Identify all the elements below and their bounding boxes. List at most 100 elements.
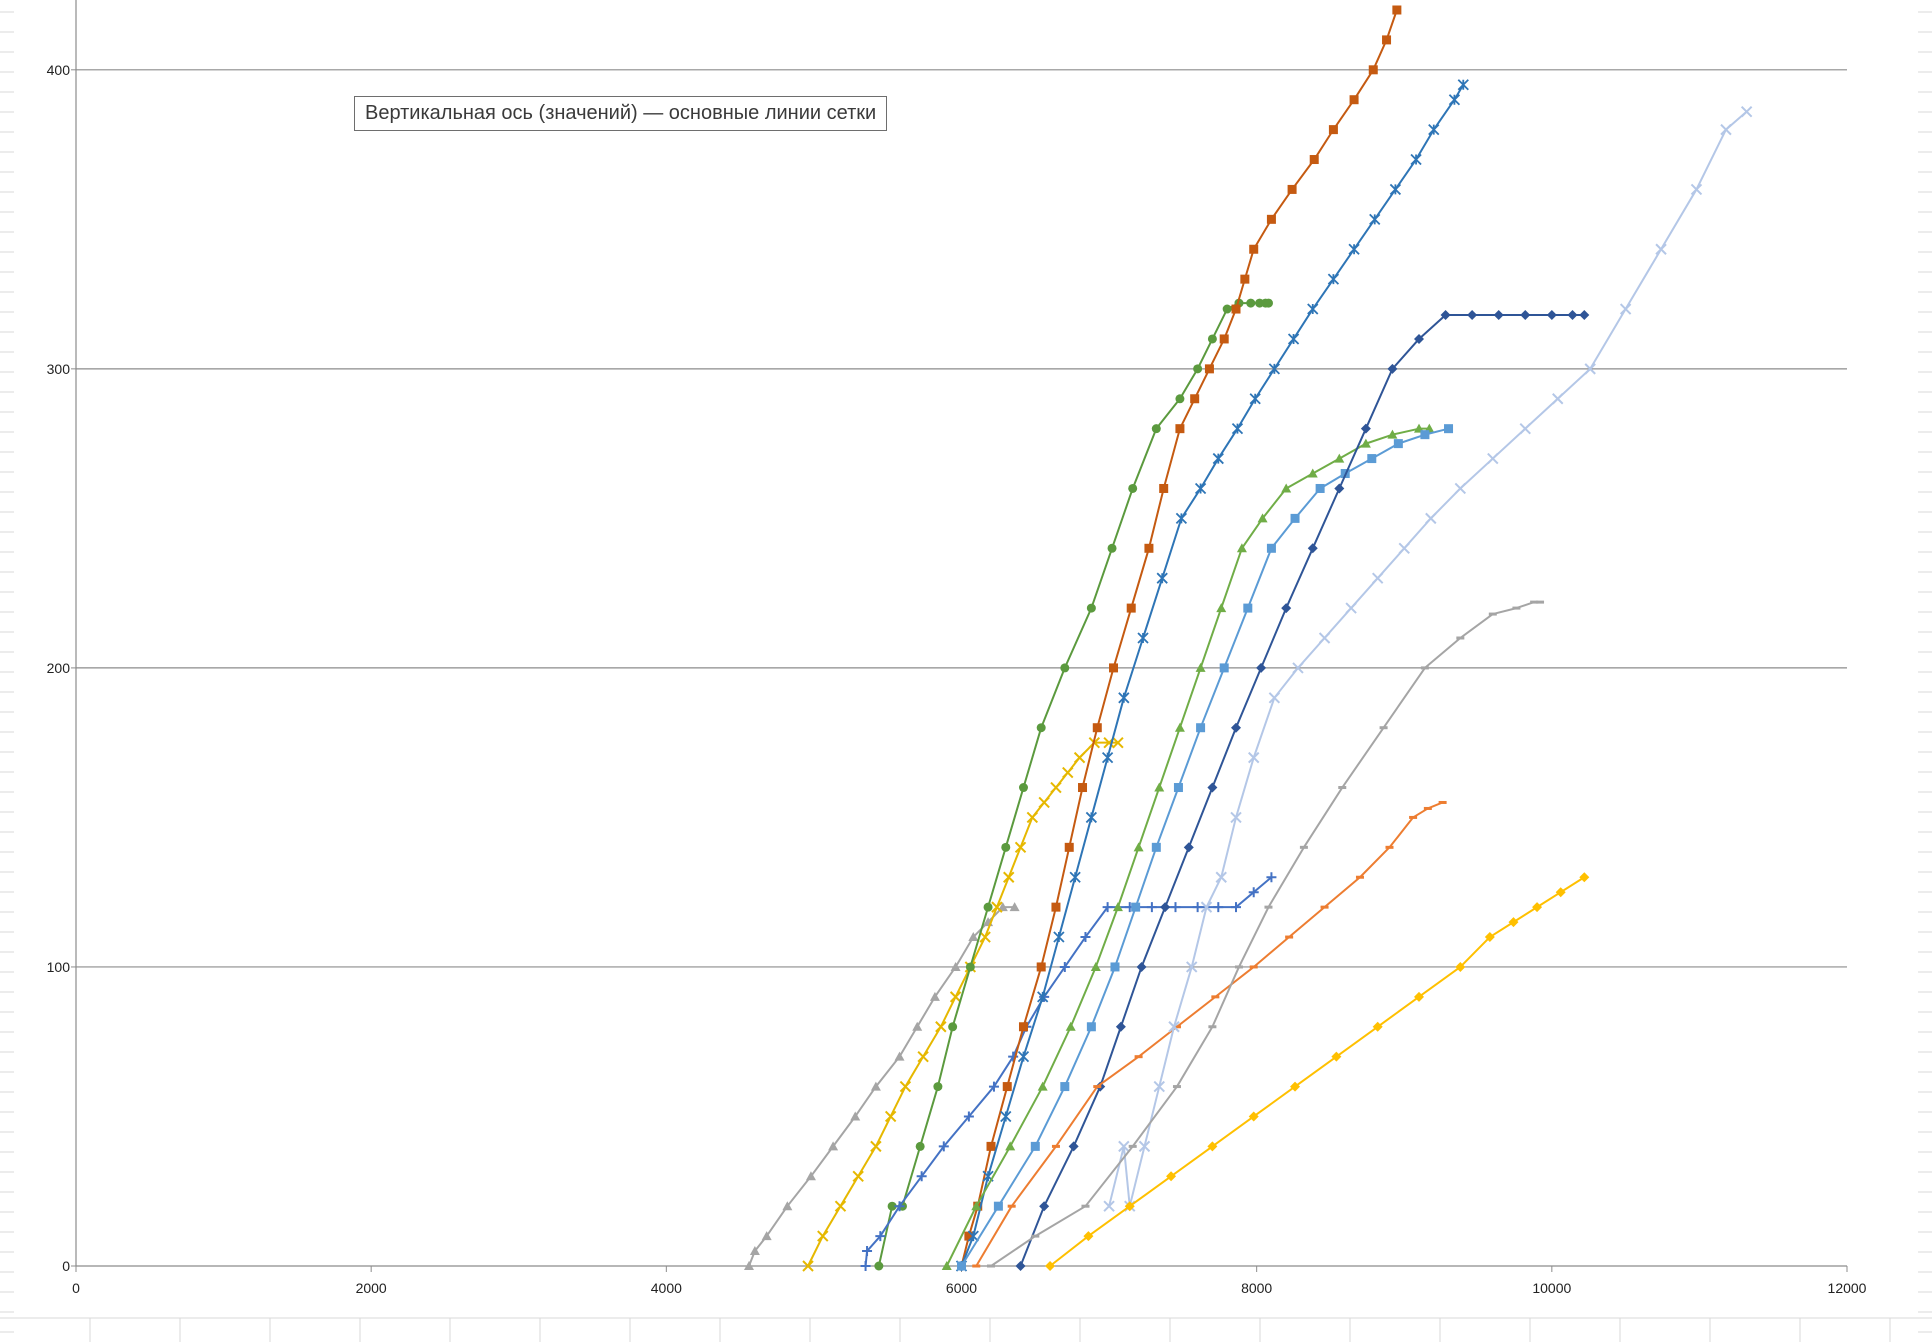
data-point xyxy=(1287,333,1300,345)
data-point xyxy=(1389,183,1402,196)
data-point xyxy=(1133,842,1144,852)
series-10 xyxy=(972,800,1447,1268)
data-point xyxy=(1690,183,1703,196)
data-point xyxy=(971,1201,982,1211)
data-point xyxy=(1222,304,1232,314)
data-point xyxy=(1519,422,1531,435)
data-point xyxy=(1050,781,1062,794)
data-point xyxy=(1083,1231,1094,1242)
data-point xyxy=(1328,125,1338,135)
data-point xyxy=(1455,961,1466,972)
data-point xyxy=(1231,304,1241,314)
data-point xyxy=(860,1261,871,1271)
series-6 xyxy=(955,79,1469,1272)
data-point xyxy=(1372,1021,1383,1032)
data-point xyxy=(1001,842,1011,852)
data-point xyxy=(1092,723,1102,733)
data-point xyxy=(1124,1201,1135,1212)
data-point xyxy=(1170,902,1181,913)
data-point xyxy=(1131,902,1141,912)
data-point xyxy=(805,1171,816,1181)
data-point xyxy=(917,1050,929,1063)
data-point xyxy=(949,991,962,1003)
series-line xyxy=(960,84,1465,1267)
data-point xyxy=(1008,1051,1019,1062)
tooltip-axis-name: Вертикальная ось (значений) xyxy=(365,102,638,124)
data-point xyxy=(1382,35,1392,45)
data-point xyxy=(1101,751,1114,764)
data-point xyxy=(1073,751,1086,764)
data-point xyxy=(1195,662,1206,672)
data-point xyxy=(1213,902,1224,913)
series-line xyxy=(1019,314,1585,1267)
y-tick-label: 200 xyxy=(47,660,71,676)
data-point xyxy=(1186,961,1198,973)
data-point xyxy=(1467,310,1478,321)
data-point xyxy=(1740,105,1753,118)
data-point xyxy=(1454,482,1467,495)
data-point xyxy=(1051,902,1061,912)
data-point xyxy=(1231,722,1242,733)
data-point xyxy=(1153,1080,1165,1093)
data-point xyxy=(1425,512,1437,525)
data-point xyxy=(1192,902,1203,913)
data-point xyxy=(1194,482,1207,495)
data-point xyxy=(1249,965,1258,969)
y-tick-label: 100 xyxy=(47,959,71,975)
data-point xyxy=(1085,811,1098,824)
data-point xyxy=(1007,1204,1016,1208)
series-12 xyxy=(987,600,1545,1268)
data-point xyxy=(1393,439,1403,449)
data-point xyxy=(782,1201,793,1211)
data-point xyxy=(1134,1055,1143,1059)
y-tick-label: 300 xyxy=(47,361,71,377)
data-point xyxy=(1081,1204,1090,1208)
data-point xyxy=(1423,806,1432,810)
data-point xyxy=(991,901,1003,913)
data-point xyxy=(1555,887,1566,898)
data-point xyxy=(1379,726,1388,730)
data-point xyxy=(1420,430,1430,440)
data-point xyxy=(1137,632,1149,644)
data-point xyxy=(1212,452,1224,465)
data-point xyxy=(1037,991,1049,1003)
data-point xyxy=(1156,572,1168,584)
data-point xyxy=(1292,662,1304,674)
data-point xyxy=(743,1261,754,1270)
data-point xyxy=(1175,512,1188,525)
tooltip-element-name: — основные линии сетки xyxy=(643,102,877,124)
data-point xyxy=(1532,902,1543,913)
data-point xyxy=(1219,334,1229,344)
data-point xyxy=(938,1141,949,1152)
data-point xyxy=(1368,65,1378,75)
data-point xyxy=(1268,692,1281,704)
x-tick-label: 4000 xyxy=(651,1280,682,1296)
data-point xyxy=(874,1261,884,1271)
series-8 xyxy=(957,424,1454,1271)
data-point xyxy=(1215,871,1227,883)
data-point xyxy=(1307,303,1319,315)
chart-area[interactable]: 0 100 200 300 400 0 2000 4000 6000 8000 10000 12000… xyxy=(14,0,1918,1318)
data-point xyxy=(1457,79,1469,91)
data-point xyxy=(1263,298,1273,308)
data-point xyxy=(1579,310,1590,321)
data-point xyxy=(972,1264,981,1268)
data-point xyxy=(1126,603,1136,613)
data-point xyxy=(1208,1025,1217,1029)
data-point xyxy=(1307,468,1318,478)
data-point xyxy=(1160,902,1171,913)
data-point xyxy=(915,1141,925,1151)
data-point xyxy=(1166,1171,1177,1182)
data-point xyxy=(1102,902,1113,913)
data-point xyxy=(1144,543,1154,553)
data-point xyxy=(1151,842,1161,852)
data-point xyxy=(1512,606,1521,610)
data-point xyxy=(1444,424,1454,434)
data-point xyxy=(987,1264,996,1268)
data-point xyxy=(1414,333,1425,344)
data-point xyxy=(1086,1022,1096,1032)
data-point xyxy=(1248,1111,1259,1122)
data-point xyxy=(1266,872,1277,883)
gridline-tooltip: Вертикальная ось (значений) — основные л… xyxy=(354,96,888,131)
data-point xyxy=(1409,815,1418,819)
